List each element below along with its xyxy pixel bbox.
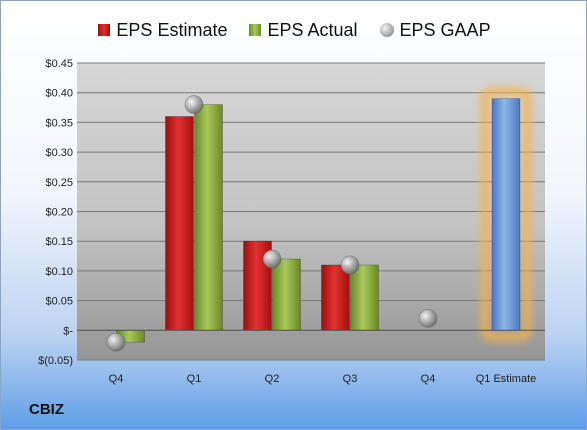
bar-q1-estimate [491, 98, 521, 331]
x-tick-label: Q4 [109, 373, 124, 385]
gaap-points [106, 95, 438, 352]
y-tick-labels: $0.45 $0.40 $0.35 $0.30 $0.25 $0.20 $0.15 $0.10… [38, 58, 73, 367]
x-tick-label: Q2 [265, 373, 280, 385]
y-tick-label: $0.40 [45, 88, 73, 100]
y-tick-label: $0.30 [45, 147, 73, 159]
bar-highlight-glow [481, 87, 531, 342]
bar-eps-actual [194, 104, 223, 331]
legend-item-eps-gaap: EPS GAAP [379, 19, 491, 41]
bar-eps-estimate [243, 240, 272, 331]
legend-swatch-eps-gaap [379, 23, 394, 37]
x-tick-labels: Q4 Q1 Q2 Q3 Q4 Q1 Estimate [109, 373, 537, 385]
bar-eps-estimate [165, 116, 194, 331]
point-eps-gaap [262, 249, 282, 269]
x-tick-label: Q3 [343, 373, 358, 385]
legend: EPS Estimate EPS Actual EPS GAAP [1, 15, 586, 45]
legend-label-eps-estimate: EPS Estimate [116, 19, 228, 40]
point-eps-gaap [106, 332, 126, 352]
legend-swatch-eps-actual [249, 24, 262, 36]
bar-eps-actual [350, 264, 379, 331]
y-tick-label: $0.35 [45, 117, 73, 129]
legend-item-eps-estimate: EPS Estimate [98, 20, 227, 41]
point-eps-gaap [184, 95, 204, 114]
highlight-layer [481, 87, 531, 342]
y-tick-label: $(0.05) [38, 355, 73, 367]
y-tick-label: $0.45 [45, 58, 73, 70]
x-tick-label: Q1 [187, 373, 202, 385]
bars [116, 98, 521, 343]
point-eps-gaap [340, 255, 360, 275]
legend-item-eps-actual: EPS Actual [249, 19, 358, 41]
y-tick-label: $0.25 [45, 177, 73, 189]
x-tick-label: Q4 [421, 373, 436, 385]
y-tick-label: $- [63, 325, 73, 337]
bar-eps-actual [272, 258, 301, 331]
y-tick-label: $0.05 [45, 296, 73, 308]
y-tick-label: $0.15 [45, 236, 73, 248]
company-label: CBIZ [29, 401, 64, 418]
legend-label-eps-gaap: EPS GAAP [399, 19, 491, 40]
y-tick-label: $0.10 [45, 266, 73, 278]
x-tick-label: Q1 Estimate [476, 373, 537, 385]
point-eps-gaap [418, 309, 438, 328]
legend-swatch-eps-estimate [98, 24, 111, 36]
y-tick-label: $0.20 [45, 207, 73, 219]
bar-eps-estimate [321, 264, 350, 331]
legend-label-eps-actual: EPS Actual [267, 19, 358, 40]
